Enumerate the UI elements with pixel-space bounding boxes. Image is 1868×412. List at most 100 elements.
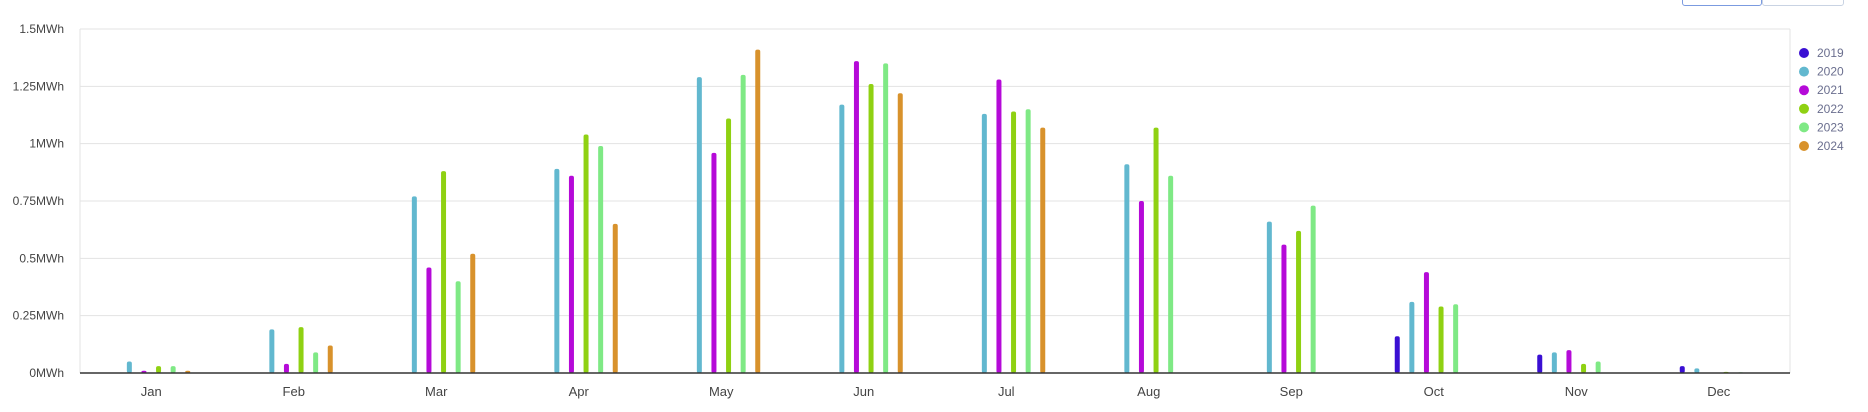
x-tick-label: Jun (853, 384, 874, 399)
bar-jun-2023[interactable] (883, 63, 889, 374)
legend-marker (1799, 141, 1809, 151)
bar-jan-2020[interactable] (126, 361, 132, 373)
bar-jun-2021[interactable] (853, 61, 859, 374)
bar-mar-2022[interactable] (441, 171, 447, 373)
x-tick-label: Dec (1707, 384, 1731, 399)
legend-item-2019[interactable]: 2019 (1799, 46, 1844, 60)
bar-sep-2021[interactable] (1281, 244, 1287, 373)
y-axis-tick-labels: 0MWh 0.25MWh 0.5MWh 0.75MWh 1MWh 1.25MWh 1.5MW… (13, 22, 64, 380)
x-tick-label: Jul (998, 384, 1015, 399)
bar-nov-2020[interactable] (1551, 352, 1557, 373)
legend-label: 2020 (1817, 65, 1844, 79)
x-tick-label: Jan (141, 384, 162, 399)
bar-may-2023[interactable] (740, 74, 746, 373)
bar-mar-2024[interactable] (470, 253, 476, 373)
y-tick-label: 1MWh (29, 137, 64, 151)
bar-jul-2021[interactable] (996, 79, 1002, 373)
bar-nov-2021[interactable] (1566, 350, 1572, 373)
bar-mar-2023[interactable] (455, 281, 461, 373)
legend: 2019 2020 2021 2022 2023 2024 (1799, 46, 1844, 153)
x-tick-label: Feb (283, 384, 305, 399)
bar-dec-2020[interactable] (1694, 368, 1700, 373)
axes (79, 29, 1791, 374)
bar-oct-2022[interactable] (1438, 306, 1444, 373)
y-tick-label: 1.5MWh (19, 22, 64, 36)
bar-aug-2023[interactable] (1168, 175, 1174, 373)
bar-feb-2024[interactable] (327, 345, 333, 373)
bar-nov-2023[interactable] (1595, 361, 1601, 373)
bar-feb-2023[interactable] (313, 352, 319, 373)
legend-item-2021[interactable]: 2021 (1799, 83, 1844, 97)
bar-may-2020[interactable] (696, 77, 702, 373)
x-tick-label: Mar (425, 384, 448, 399)
bar-jul-2024[interactable] (1040, 127, 1046, 373)
x-tick-label: May (709, 384, 734, 399)
legend-item-2020[interactable]: 2020 (1799, 65, 1844, 79)
y-tick-label: 1.25MWh (13, 79, 64, 93)
bar-jan-2023[interactable] (170, 366, 176, 373)
bar-oct-2019[interactable] (1394, 336, 1400, 373)
bar-jun-2024[interactable] (897, 93, 903, 374)
legend-label: 2023 (1817, 120, 1844, 134)
x-tick-label: Oct (1424, 384, 1445, 399)
x-axis-tick-labels: Jan Feb Mar Apr May Jun Jul Aug Sep Oct Nov Dec (141, 384, 1731, 399)
x-tick-label: Nov (1565, 384, 1589, 399)
bar-jun-2022[interactable] (868, 84, 874, 373)
bar-feb-2021[interactable] (283, 363, 289, 373)
legend-label: 2024 (1817, 139, 1844, 153)
legend-item-2023[interactable]: 2023 (1799, 120, 1844, 134)
legend-marker (1799, 85, 1809, 96)
bar-aug-2020[interactable] (1124, 164, 1130, 373)
legend-item-2024[interactable]: 2024 (1799, 139, 1844, 153)
legend-label: 2019 (1817, 46, 1844, 60)
legend-label: 2021 (1817, 83, 1844, 97)
bar-jul-2020[interactable] (981, 113, 987, 373)
bar-jun-2020[interactable] (839, 104, 845, 374)
bar-sep-2023[interactable] (1310, 205, 1316, 373)
y-tick-label: 0.5MWh (19, 251, 64, 265)
legend-marker (1799, 122, 1809, 133)
bar-oct-2023[interactable] (1453, 304, 1459, 373)
bar-sep-2020[interactable] (1266, 221, 1272, 373)
bar-aug-2021[interactable] (1138, 201, 1144, 373)
y-tick-label: 0MWh (29, 366, 64, 380)
bar-oct-2020[interactable] (1409, 301, 1415, 373)
bar-dec-2019[interactable] (1679, 366, 1685, 373)
bar-nov-2022[interactable] (1581, 363, 1587, 373)
bar-feb-2022[interactable] (298, 327, 304, 373)
bar-apr-2020[interactable] (554, 168, 560, 373)
x-tick-label: Aug (1137, 384, 1160, 399)
bar-nov-2019[interactable] (1537, 354, 1543, 373)
bar-jul-2022[interactable] (1011, 111, 1017, 373)
bar-sep-2022[interactable] (1296, 230, 1302, 373)
legend-label: 2022 (1817, 102, 1844, 116)
bar-feb-2020[interactable] (269, 329, 275, 373)
bar-jan-2022[interactable] (156, 366, 162, 373)
x-tick-label: Apr (569, 384, 590, 399)
bar-apr-2022[interactable] (583, 134, 589, 373)
x-tick-label: Sep (1280, 384, 1303, 399)
bar-jul-2023[interactable] (1025, 109, 1031, 374)
legend-marker (1799, 48, 1809, 58)
bars (126, 49, 1744, 374)
bar-may-2021[interactable] (711, 152, 717, 373)
y-tick-label: 0.25MWh (13, 309, 64, 323)
bar-aug-2022[interactable] (1153, 127, 1159, 373)
view-toggle-button-active[interactable] (1682, 0, 1762, 6)
grid-lines (80, 28, 1790, 317)
bar-apr-2023[interactable] (598, 145, 604, 373)
legend-marker (1799, 66, 1809, 77)
bar-mar-2020[interactable] (411, 196, 417, 373)
bar-may-2024[interactable] (755, 49, 761, 373)
bar-apr-2021[interactable] (568, 175, 574, 373)
bar-oct-2021[interactable] (1423, 272, 1429, 373)
legend-item-2022[interactable]: 2022 (1799, 102, 1844, 116)
bar-may-2022[interactable] (726, 118, 732, 373)
legend-marker (1799, 103, 1809, 114)
bar-apr-2024[interactable] (612, 223, 618, 373)
y-tick-label: 0.75MWh (13, 194, 64, 208)
view-toggle-button[interactable] (1762, 0, 1844, 6)
bar-mar-2021[interactable] (426, 267, 432, 373)
